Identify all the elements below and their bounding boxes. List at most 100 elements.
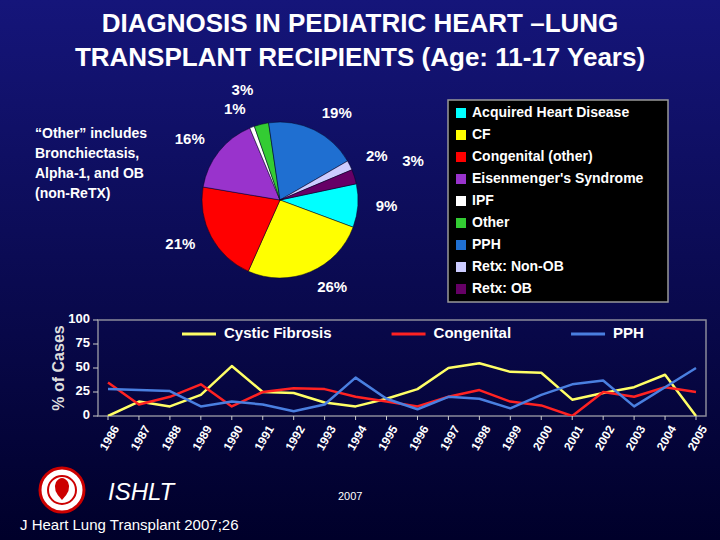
pie-label: 1% [224,100,246,117]
legend-swatch [456,240,466,250]
x-tick [479,416,480,420]
legend-swatch [456,152,466,162]
logo-heart [55,478,69,500]
x-tick [200,416,201,420]
legend-label: PPH [613,324,644,341]
legend-swatch [456,262,466,272]
x-tick [262,416,263,420]
x-tick-label: 2002 [592,423,618,453]
pie-label: 19% [322,104,352,121]
legend: Acquired Heart Disease CF Congenital (othe… [448,100,668,302]
y-tick-label: 25 [76,383,90,398]
x-tick [324,416,325,420]
legend-label: PPH [472,236,501,252]
x-tick [634,416,635,420]
y-tick [93,416,98,417]
series-group [108,363,696,416]
legend-label: Retx: OB [472,280,532,296]
pie-slice [280,170,356,200]
x-tick [231,416,232,420]
legend-label: Retx: Non-OB [472,258,564,274]
x-tick-label: 1998 [468,423,494,453]
x-tick [293,416,294,420]
x-tick-label: 1990 [221,423,247,453]
title: DIAGNOSIS IN PEDIATRIC HEART –LUNG [102,8,619,38]
citation: J Heart Lung Transplant 2007;26 [20,516,238,533]
x-tick-label: 1997 [437,423,463,453]
title: TRANSPLANT RECIPIENTS (Age: 11-17 Years) [75,42,645,72]
line-chart: 0255075100% of Cases19861987198819891990… [50,311,710,453]
x-tick [572,416,573,420]
x-tick-label: 1991 [251,423,277,453]
x-tick-label: 1987 [128,423,154,453]
y-tick [93,368,98,369]
series-line [108,368,696,411]
pie-label: 3% [402,152,424,169]
x-tick-label: 1993 [313,423,339,453]
x-tick [355,416,356,420]
x-tick-label: 1995 [375,423,401,453]
y-tick-label: 100 [68,311,90,326]
x-tick [696,416,697,420]
y-axis-label: % of Cases [50,325,67,410]
legend-swatch [456,174,466,184]
year-label: 2007 [338,490,362,502]
y-tick [93,392,98,393]
legend-label: Cystic Fibrosis [224,324,332,341]
y-tick-label: 0 [83,407,90,422]
note: (non-ReTX) [35,185,110,201]
legend-label: Congenital [434,324,512,341]
legend-label: Eisenmenger's Syndrome [472,170,644,186]
x-tick [108,416,109,420]
pie-label: 9% [376,197,398,214]
y-tick [93,344,98,345]
legend: Cystic Fibrosis Congenital PPH [182,324,644,341]
x-tick-label: 2004 [654,423,680,453]
legend-label: Other [472,214,510,230]
x-tick [510,416,511,420]
pie-label: 21% [165,235,195,252]
legend-swatch [456,284,466,294]
x-tick-label: 1996 [406,423,432,453]
x-tick [603,416,604,420]
legend-swatch [456,218,466,228]
x-tick [448,416,449,420]
x-tick [138,416,139,420]
series-line [108,363,696,416]
y-tick [93,320,98,321]
slide: DIAGNOSIS IN PEDIATRIC HEART –LUNG TRANSP… [0,0,720,540]
y-tick-label: 75 [76,335,90,350]
pie-label: 3% [232,81,254,98]
pie [202,122,358,278]
x-tick [665,416,666,420]
pie-slice [202,187,280,271]
legend-label: Congenital (other) [472,148,593,164]
x-tick-label: 1989 [190,423,216,453]
x-tick-label: 1994 [344,423,370,453]
x-tick [417,416,418,420]
x-tick-label: 2000 [530,423,556,453]
legend-label: CF [472,126,491,142]
legend-swatch [456,130,466,140]
legend-swatch [456,108,466,118]
x-tick [169,416,170,420]
legend-label: Acquired Heart Disease [472,104,629,120]
plot-frame [98,320,706,416]
x-tick-label: 1992 [282,423,308,453]
x-tick-label: 2005 [685,423,711,453]
note: Alpha-1, and OB [35,165,144,181]
organization: ISHLT [108,478,177,505]
pie-label: 26% [317,278,347,295]
x-tick [541,416,542,420]
legend-line [571,333,605,336]
series-line [108,382,696,416]
background [0,0,720,540]
legend-swatch [456,196,466,206]
note: Bronchiectasis, [35,145,139,161]
note: “Other” includes [35,125,147,141]
x-tick-label: 1988 [159,423,185,453]
x-tick-label: 1999 [499,423,525,453]
pie-label: 16% [175,130,205,147]
pie-label: 2% [366,147,388,164]
legend-box [448,100,668,302]
